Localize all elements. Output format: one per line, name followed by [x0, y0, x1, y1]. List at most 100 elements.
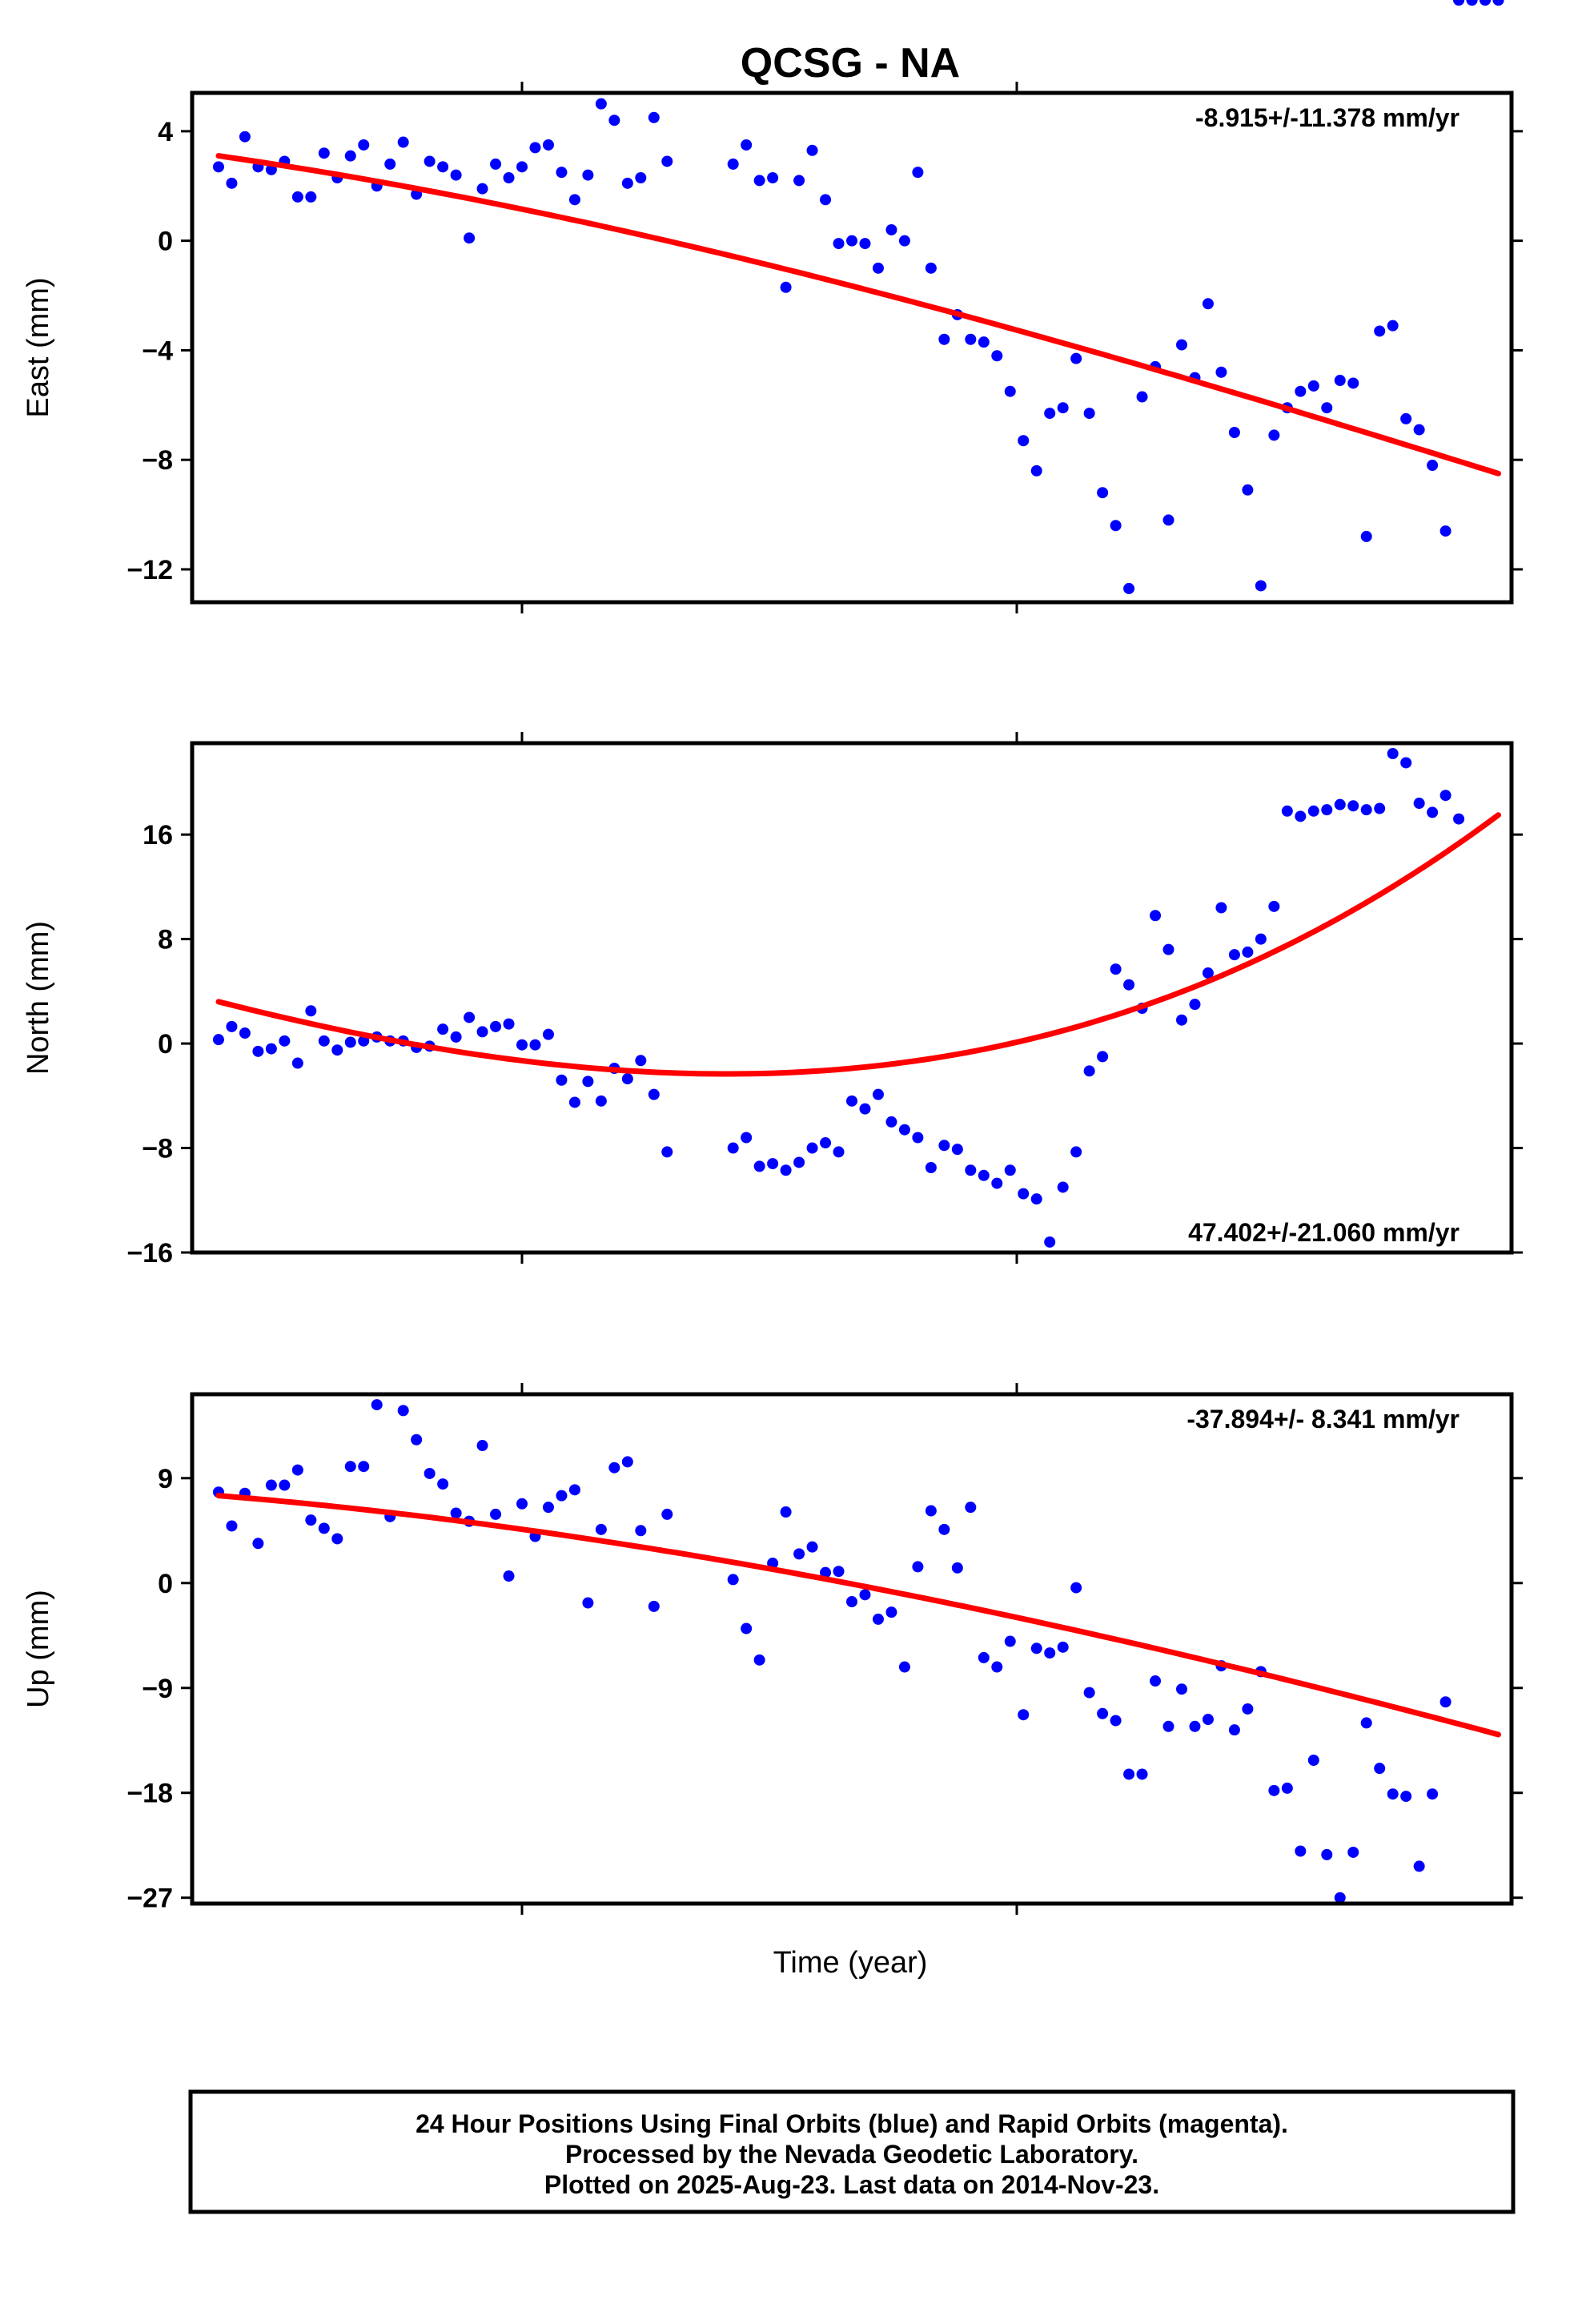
- east-data-point: [991, 350, 1003, 362]
- footer-box: 24 Hour Positions Using Final Orbits (bl…: [188, 2089, 1516, 2214]
- up-data-point: [1427, 1788, 1439, 1800]
- north-data-point: [318, 1035, 330, 1047]
- footer-line-1: 24 Hour Positions Using Final Orbits (bl…: [416, 2109, 1288, 2138]
- north-ytick-label: 16: [143, 820, 173, 850]
- north-data-point: [885, 1116, 897, 1128]
- north-data-point: [1427, 806, 1439, 818]
- up-data-point: [991, 1661, 1003, 1673]
- east-data-point: [767, 172, 779, 183]
- north-data-point: [464, 1011, 476, 1023]
- east-data-point: [1307, 380, 1319, 392]
- north-data-point: [1228, 949, 1240, 961]
- up-data-point: [1083, 1687, 1095, 1699]
- up-data-point: [437, 1478, 449, 1490]
- up-data-point: [1018, 1709, 1030, 1721]
- north-data-point: [252, 1045, 264, 1057]
- east-panel: 4 0 −4 −8 −12 East (mm) -8.915+/-11.378 mm/yr: [22, 0, 1523, 613]
- east-data-point: [925, 262, 937, 274]
- east-rate-label: -8.915+/-11.378 mm/yr: [1195, 103, 1460, 132]
- east-data-point: [1110, 520, 1122, 532]
- north-data-point: [1044, 1236, 1056, 1248]
- up-data-point: [424, 1467, 436, 1479]
- north-data-point: [279, 1035, 291, 1047]
- east-plot-frame: [190, 90, 1514, 605]
- east-data-point: [885, 223, 897, 235]
- north-data-point: [1162, 943, 1174, 955]
- east-data-point: [1387, 320, 1399, 332]
- north-data-point: [476, 1026, 488, 1038]
- east-fit-line: [215, 153, 1501, 476]
- east-data-point: [291, 191, 303, 203]
- north-data-point: [1295, 810, 1307, 822]
- north-ytick-label: −8: [142, 1134, 173, 1164]
- north-data-point: [820, 1137, 832, 1149]
- up-data-point: [1400, 1791, 1412, 1803]
- east-ytick-label: −12: [126, 555, 173, 585]
- east-data-point: [490, 158, 502, 170]
- north-data-point: [965, 1164, 977, 1176]
- up-data-point: [291, 1464, 303, 1476]
- up-ytick-label: 0: [158, 1569, 173, 1599]
- north-data-point: [265, 1043, 277, 1055]
- north-data-point: [239, 1027, 251, 1039]
- east-data-point: [1030, 464, 1042, 476]
- east-data-point: [424, 155, 436, 167]
- up-data-point: [1268, 1784, 1280, 1796]
- east-data-point: [476, 183, 488, 195]
- up-data-point: [1242, 1703, 1254, 1715]
- east-data-point: [780, 281, 792, 293]
- up-ytick-label: −27: [126, 1884, 173, 1914]
- east-data-point: [793, 175, 805, 187]
- north-data-point: [1150, 910, 1162, 922]
- east-data-point: [1044, 408, 1056, 420]
- east-data-point: [318, 147, 330, 159]
- east-data-point: [1400, 412, 1412, 424]
- up-plot-frame: [190, 1392, 1514, 1906]
- east-data-point: [542, 139, 554, 151]
- north-y-axis-label: North (mm): [22, 921, 55, 1075]
- up-data-point: [1057, 1641, 1069, 1653]
- east-y-axis-label: East (mm): [22, 277, 55, 417]
- up-data-point: [1150, 1675, 1162, 1687]
- north-data-point: [556, 1074, 568, 1086]
- east-data-point: [397, 136, 409, 148]
- north-data-point: [1030, 1193, 1042, 1205]
- east-data-point: [1268, 429, 1280, 441]
- north-data-point: [291, 1057, 303, 1069]
- north-data-point: [516, 1039, 528, 1051]
- north-data-point: [1400, 757, 1412, 769]
- north-data-point: [898, 1124, 910, 1136]
- east-data-point: [503, 172, 515, 183]
- up-data-point: [1030, 1642, 1042, 1655]
- up-data-point: [1387, 1788, 1399, 1800]
- north-data-point: [1268, 900, 1280, 912]
- east-data-point: [305, 191, 317, 203]
- north-data-point: [661, 1146, 673, 1158]
- north-data-point: [582, 1076, 594, 1088]
- north-data-point: [951, 1144, 963, 1156]
- up-data-point: [741, 1622, 753, 1634]
- up-data-point: [252, 1538, 264, 1550]
- up-data-point: [806, 1541, 818, 1553]
- up-data-point: [318, 1522, 330, 1534]
- up-data-point: [885, 1606, 897, 1618]
- north-data-point: [846, 1095, 857, 1107]
- east-data-point: [516, 161, 528, 173]
- north-data-point: [635, 1055, 647, 1067]
- up-data-point: [621, 1456, 633, 1468]
- east-data-point: [344, 150, 356, 162]
- north-rate-label: 47.402+/-21.060 mm/yr: [1188, 1218, 1460, 1247]
- north-data-point: [1307, 805, 1319, 817]
- east-data-points: [212, 0, 1504, 594]
- up-data-point: [582, 1597, 594, 1609]
- east-data-point: [226, 177, 238, 189]
- east-data-point: [384, 158, 396, 170]
- north-data-point: [741, 1132, 753, 1144]
- up-data-point: [371, 1399, 383, 1411]
- east-data-point: [1083, 408, 1095, 420]
- north-data-point: [859, 1103, 871, 1115]
- north-data-point: [1123, 979, 1135, 991]
- up-data-point: [516, 1498, 528, 1510]
- east-data-point: [1439, 525, 1452, 537]
- east-ytick-label: 0: [158, 227, 173, 257]
